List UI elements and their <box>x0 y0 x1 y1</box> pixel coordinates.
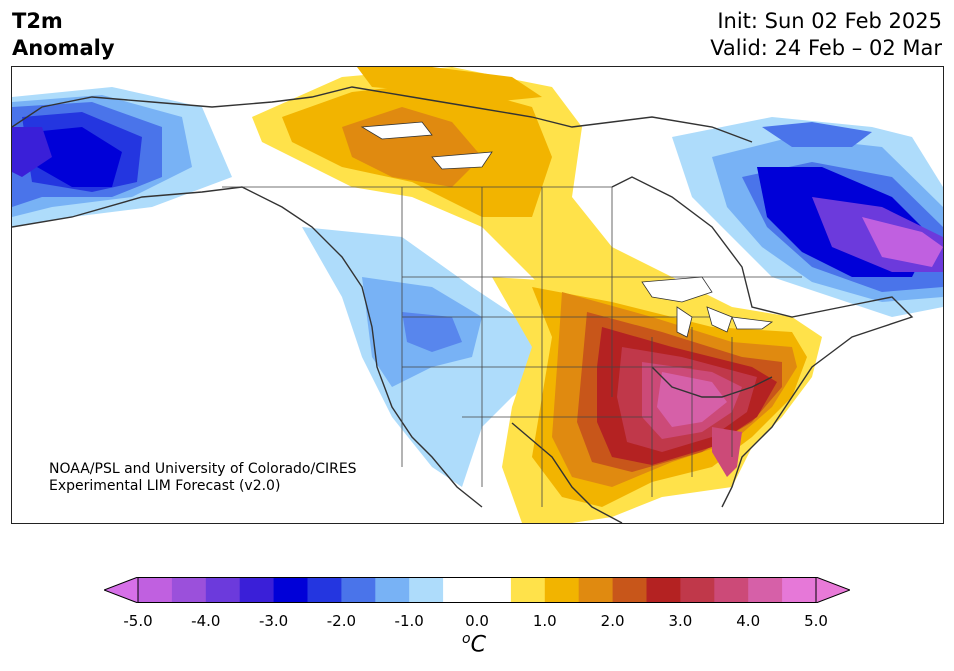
quebec-cold-region <box>672 117 943 317</box>
colorbar-bin <box>205 577 241 603</box>
boundaries <box>222 186 802 507</box>
colorbar-tick-label: -5.0 <box>123 612 153 630</box>
colorbar-border <box>137 577 817 603</box>
title-line-1: T2m <box>12 9 63 33</box>
valid-range: Valid: 24 Feb – 02 Mar <box>710 36 942 60</box>
colorbar-bin <box>578 577 614 603</box>
colorbar-under-arrow <box>104 577 139 603</box>
colorbar-bin <box>714 577 749 603</box>
colorbar-tick-label: -3.0 <box>258 612 289 630</box>
anomaly-map <box>11 66 944 524</box>
colorbar-bin <box>544 577 580 603</box>
init-date: Init: Sun 02 Feb 2025 <box>717 9 942 33</box>
colorbar-bin <box>375 577 410 603</box>
colorbar-tick-label: 4.0 <box>736 612 761 630</box>
credit-text: NOAA/PSL and University of Colorado/CIRE… <box>49 461 357 495</box>
lakes <box>360 121 774 338</box>
colorbar-bin <box>138 577 173 603</box>
colorbar-bin <box>646 577 681 603</box>
colorbar-bin <box>341 577 376 603</box>
colorbar-bin <box>171 577 207 603</box>
colorbar-tick-label: 2.0 <box>600 612 625 630</box>
chart-title: T2m Anomaly <box>12 8 115 62</box>
colorbar-bin <box>748 577 783 603</box>
colorbar-tick-label: 5.0 <box>804 612 828 630</box>
colorbar-bin <box>239 577 275 603</box>
alaska-cold-region <box>12 87 232 227</box>
unit-superscript: o <box>462 631 471 647</box>
credit-line-2: Experimental LIM Forecast (v2.0) <box>49 478 281 494</box>
unit-letter: C <box>470 632 486 658</box>
coastlines <box>12 86 914 523</box>
colorbar-tick-label: 0.0 <box>465 612 489 630</box>
colorbar-bin <box>273 577 308 603</box>
colorbar-bin <box>307 577 342 603</box>
colorbar-bin <box>680 577 715 603</box>
credit-line-1: NOAA/PSL and University of Colorado/CIRE… <box>49 461 357 477</box>
colorbar-tick-label: -4.0 <box>191 612 221 630</box>
colorbar-tick-label: -1.0 <box>394 612 424 630</box>
title-line-2: Anomaly <box>12 36 115 60</box>
colorbar-bin <box>782 577 817 603</box>
colorbar-bin <box>612 577 647 603</box>
colorbar-bin <box>510 577 546 603</box>
colorbar-bin <box>409 577 444 603</box>
forecast-dates: Init: Sun 02 Feb 2025 Valid: 24 Feb – 02… <box>710 8 942 62</box>
colorbar-bin <box>477 577 512 603</box>
colorbar-tick-label: 3.0 <box>668 612 693 630</box>
colorbar-tick-label: -2.0 <box>326 612 357 630</box>
colorbar <box>104 577 850 603</box>
map-canvas <box>12 67 943 523</box>
western-us-cold-region <box>302 227 552 487</box>
colorbar-bin <box>443 577 478 603</box>
colorbar-ticks: -5.0 -4.0 -3.0 -2.0 -1.0 0.0 1.0 2.0 3.0 4.0 5.0 <box>0 612 954 632</box>
colorbar-tick-label: 1.0 <box>532 612 557 630</box>
colorbar-over-arrow <box>815 577 850 603</box>
unit-label: oC <box>462 631 486 657</box>
